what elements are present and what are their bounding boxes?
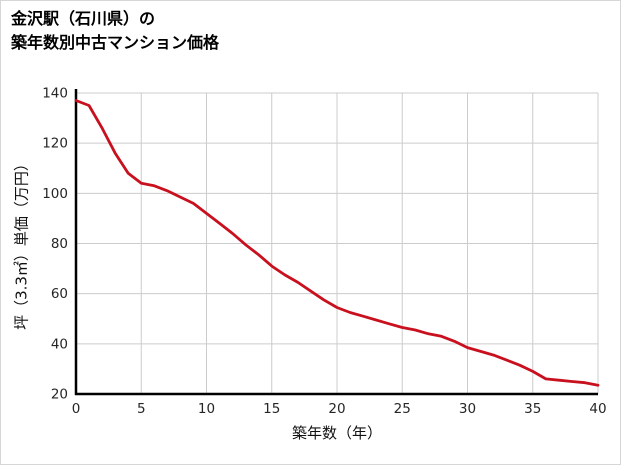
x-tick-label: 10: [198, 401, 215, 417]
x-tick-label: 5: [137, 401, 146, 417]
chart-title-line2: 築年数別中古マンション価格: [11, 33, 220, 52]
x-tick-label: 30: [459, 401, 476, 417]
y-tick-label: 100: [42, 186, 68, 202]
y-tick-label: 40: [51, 336, 68, 352]
y-tick-label: 120: [42, 136, 68, 152]
x-tick-label: 25: [394, 401, 411, 417]
x-tick-label: 20: [328, 401, 345, 417]
x-tick-label: 40: [589, 401, 606, 417]
y-axis-label: 坪（3.3㎡）単価（万円）: [12, 156, 31, 330]
chart-title: 金沢駅（石川県）の 築年数別中古マンション価格: [11, 7, 219, 55]
x-tick-label: 15: [263, 401, 280, 417]
x-tick-label: 0: [72, 401, 81, 417]
y-tick-label: 60: [51, 286, 68, 302]
y-tick-label: 80: [51, 236, 68, 252]
x-axis-label: 築年数（年）: [291, 424, 383, 442]
y-tick-label: 20: [51, 387, 68, 403]
price-line: [74, 99, 600, 387]
chart-title-line1: 金沢駅（石川県）の: [11, 9, 156, 28]
x-tick-label: 35: [524, 401, 541, 417]
y-tick-label: 140: [42, 86, 68, 102]
